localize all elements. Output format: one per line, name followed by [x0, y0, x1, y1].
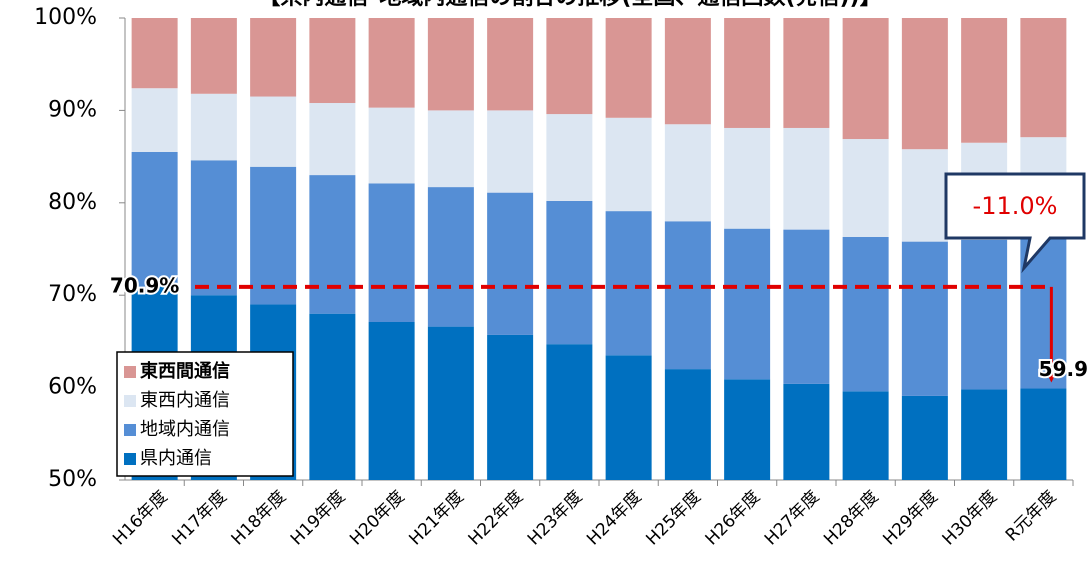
- y-tick-label: 90%: [48, 97, 97, 122]
- legend-label: 東西間通信: [140, 360, 230, 382]
- bar-segment: [131, 18, 178, 89]
- x-tick-label: H23年度: [524, 487, 587, 550]
- bar-segment: [901, 149, 948, 242]
- bar-segment: [901, 18, 948, 150]
- bar-segment: [250, 18, 297, 97]
- x-tick-label: H26年度: [702, 487, 765, 550]
- x-tick-label: H21年度: [405, 487, 468, 550]
- bar-segment: [309, 18, 356, 104]
- bar-segment: [605, 355, 652, 480]
- bar-segment: [309, 175, 356, 314]
- bar-segment: [842, 391, 889, 480]
- bar-segment: [427, 326, 474, 480]
- bar-segment: [605, 117, 652, 212]
- bar-segment: [250, 96, 297, 167]
- bar-segment: [368, 107, 415, 184]
- bar-segment: [1020, 388, 1067, 480]
- bar-segment: [546, 344, 593, 480]
- bar-segment: [487, 334, 534, 480]
- bar-segment: [546, 114, 593, 201]
- y-tick-label: 60%: [48, 375, 97, 400]
- bar-segment: [546, 200, 593, 345]
- value-label: 70.9%: [110, 273, 179, 297]
- bar-segment: [664, 369, 711, 480]
- bar-segment: [309, 103, 356, 176]
- bar-segment: [1020, 18, 1067, 138]
- legend-label: 東西内通信: [140, 390, 230, 411]
- x-tick-label: H17年度: [168, 487, 231, 550]
- x-tick-label: H16年度: [109, 487, 172, 550]
- bar-segment: [664, 124, 711, 222]
- bar-segment: [427, 18, 474, 111]
- value-label: 59.9%: [1039, 357, 1087, 381]
- bar-segment: [724, 18, 771, 128]
- x-tick-label: H22年度: [465, 487, 528, 550]
- bar-segment: [901, 395, 948, 480]
- bar-segment: [664, 18, 711, 125]
- x-tick-label: H28年度: [820, 487, 883, 550]
- bar-segment: [427, 187, 474, 327]
- bar-segment: [190, 18, 237, 94]
- x-tick-label: H29年度: [879, 487, 942, 550]
- bar-segment: [842, 139, 889, 237]
- x-tick-label: H27年度: [761, 487, 824, 550]
- bar-segment: [368, 183, 415, 322]
- bar-segment: [368, 18, 415, 108]
- legend-label: 県内通信: [140, 448, 212, 469]
- bar-segment: [842, 18, 889, 140]
- bar-segment: [605, 18, 652, 118]
- bar-segment: [724, 379, 771, 480]
- x-tick-label: H19年度: [287, 487, 350, 550]
- annotation: -11.0%: [973, 192, 1058, 220]
- legend-swatch: [124, 395, 136, 407]
- bar-segment: [427, 110, 474, 188]
- bar-segment: [487, 192, 534, 335]
- x-tick-label: H18年度: [228, 487, 291, 550]
- bar-segment: [131, 151, 178, 287]
- bar-segment: [842, 236, 889, 392]
- legend-box: [116, 351, 294, 477]
- bar-segment: [664, 221, 711, 370]
- bar-segment: [961, 18, 1008, 143]
- y-tick-label: 100%: [34, 5, 97, 30]
- legend-swatch: [124, 424, 136, 436]
- x-tick-label: R元年度: [1002, 487, 1061, 546]
- bar-segment: [605, 211, 652, 356]
- bar-segment: [250, 166, 297, 305]
- y-tick-label: 50%: [48, 467, 97, 492]
- legend-swatch: [124, 453, 136, 465]
- y-tick-label: 70%: [48, 282, 97, 307]
- x-tick-label: H30年度: [939, 487, 1002, 550]
- bar-segment: [190, 93, 237, 161]
- x-tick-label: H25年度: [642, 487, 705, 550]
- bar-segment: [190, 160, 237, 296]
- bar-segment: [783, 229, 830, 384]
- bar-segment: [901, 241, 948, 396]
- chart-title: 【県内通信･地域内通信の割合の推移(全国、通信回数(発信))】: [258, 0, 881, 10]
- callout-box: [944, 172, 1086, 274]
- legend-label: 地域内通信: [140, 419, 230, 440]
- bar-segment: [724, 127, 771, 229]
- bar-segment: [487, 110, 534, 193]
- bar-segment: [368, 321, 415, 480]
- x-tick-label: H20年度: [346, 487, 409, 550]
- bar-segment: [546, 18, 593, 115]
- x-tick-label: H24年度: [583, 487, 646, 550]
- bar-segment: [309, 313, 356, 480]
- bar-segment: [783, 383, 830, 480]
- bar-segment: [961, 389, 1008, 480]
- bar-segment: [961, 239, 1008, 390]
- bar-segment: [783, 127, 830, 230]
- bar-segment: [783, 18, 830, 128]
- legend-swatch: [124, 366, 136, 378]
- bar-segment: [487, 18, 534, 111]
- bar-segment: [724, 228, 771, 380]
- y-tick-label: 80%: [48, 190, 97, 215]
- bar-segment: [131, 88, 178, 152]
- arrow-head: [1043, 366, 1060, 383]
